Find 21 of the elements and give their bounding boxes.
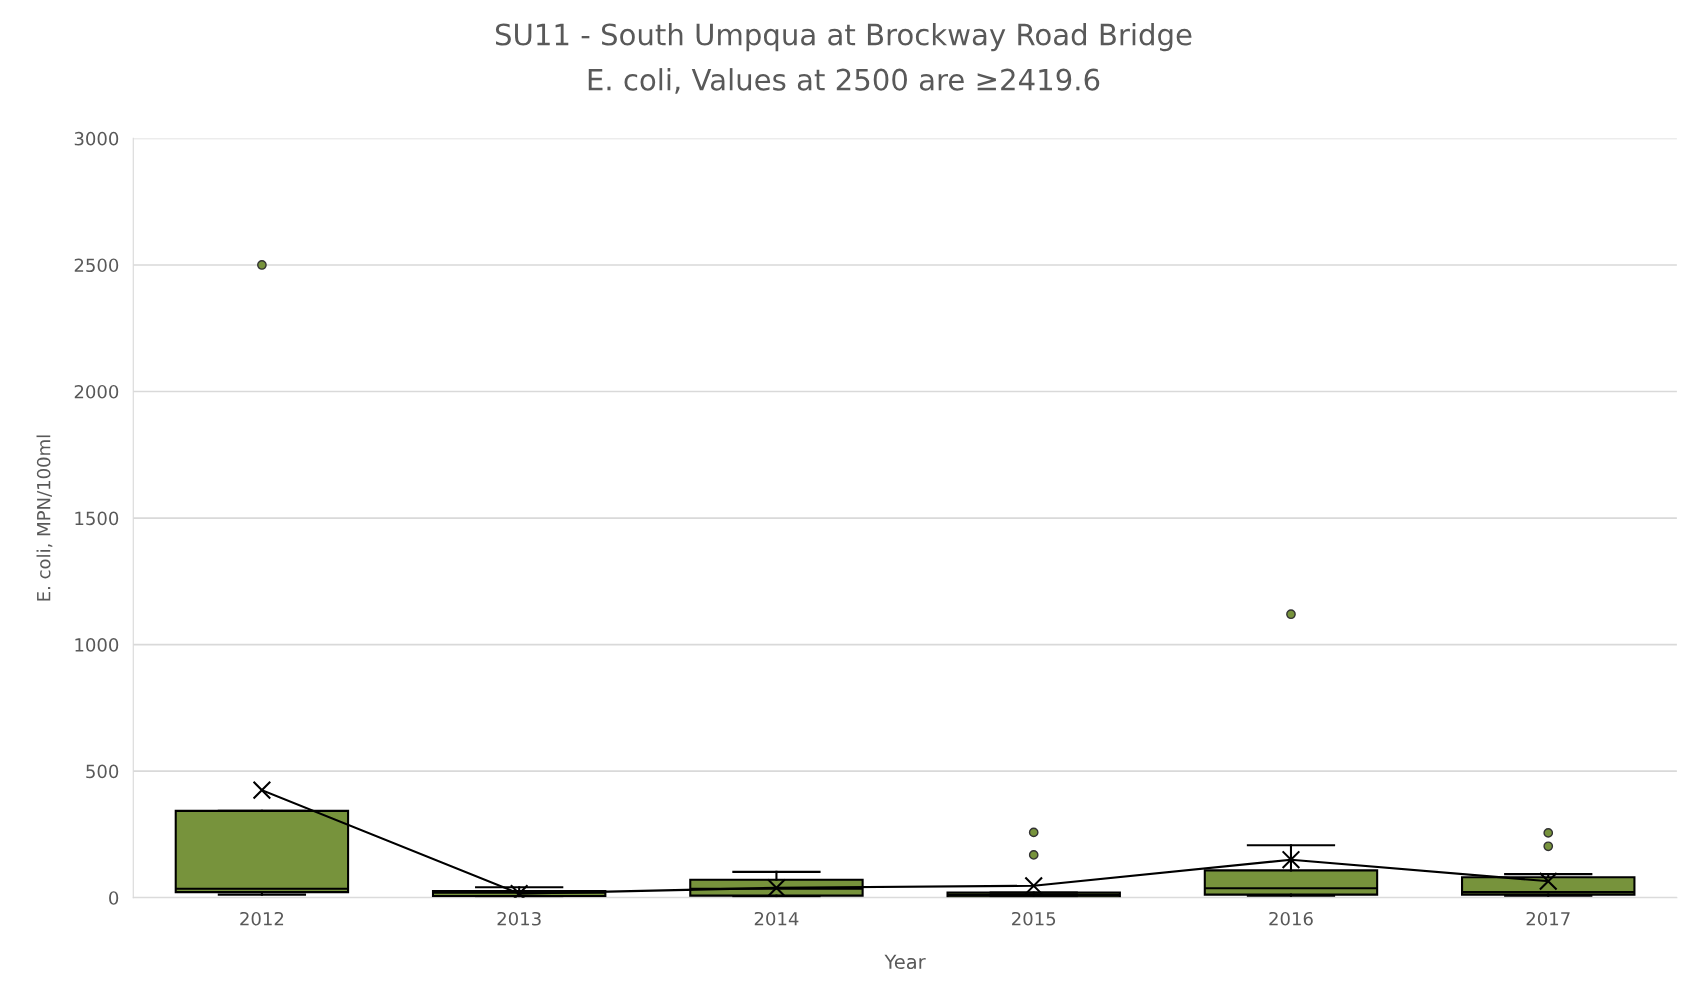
x-axis-title: Year <box>884 954 926 970</box>
point <box>767 878 786 898</box>
point <box>1024 876 1044 896</box>
point <box>252 780 272 800</box>
y-tick-label: 500 <box>86 764 119 779</box>
x-tick-label: 2015 <box>1012 911 1056 926</box>
y-tick-label: 1500 <box>75 511 119 526</box>
y-tick-label: 0 <box>109 891 119 905</box>
x-tick-label: 2014 <box>754 911 799 926</box>
y-tick-label: 1000 <box>75 638 119 652</box>
chart-title: SU11 - South Umpqua at Brockway Road Bridge <box>495 22 1192 52</box>
y-tick-label: 2500 <box>74 258 119 273</box>
x-tick-label: 2017 <box>1526 911 1570 926</box>
x-tick-label: 2016 <box>1269 911 1313 926</box>
x-tick-label: 2013 <box>497 911 541 926</box>
x-tick-label: 2012 <box>240 911 284 926</box>
point <box>1281 850 1301 870</box>
y-tick-label: 3000 <box>74 131 119 146</box>
y-tick-label: 2000 <box>74 384 119 399</box>
y-axis-title: E. coli, MPN/100ml <box>36 435 53 601</box>
chart-subtitle: E. coli, Values at 2500 are ≥2419.6 <box>588 68 1100 94</box>
